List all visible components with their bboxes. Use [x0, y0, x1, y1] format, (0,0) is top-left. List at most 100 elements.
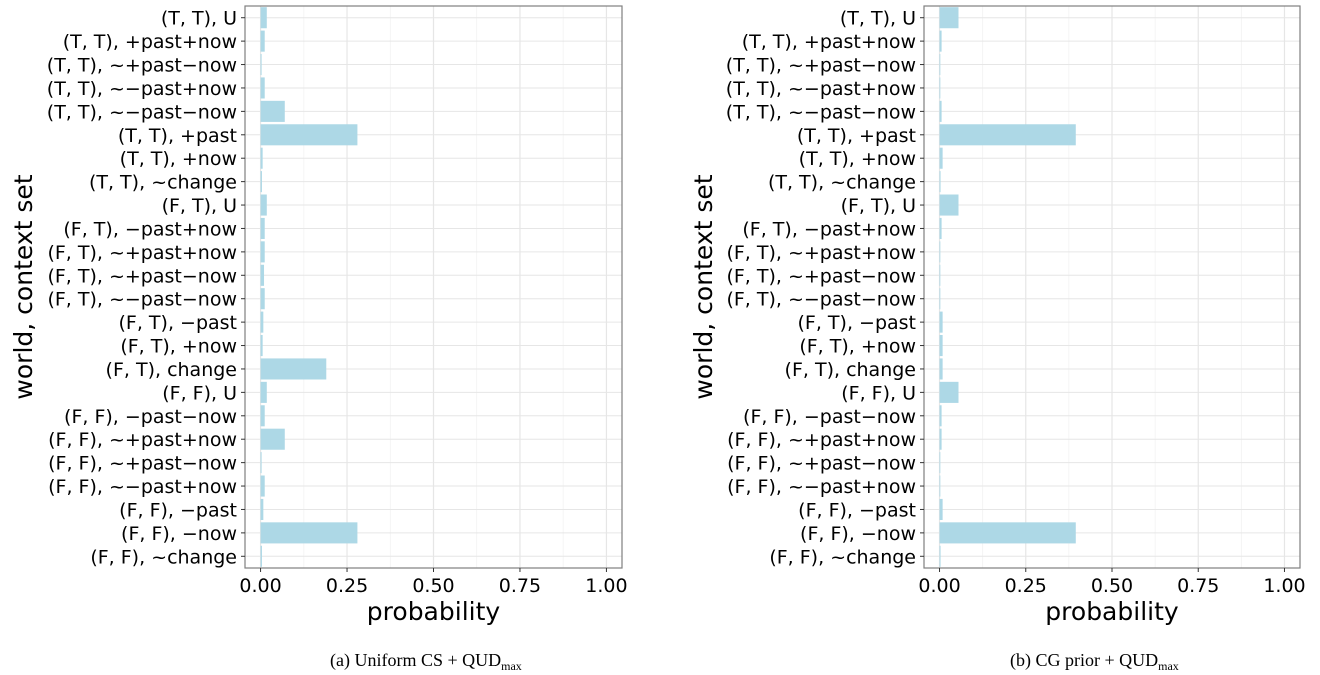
- bar: [939, 405, 942, 427]
- caption-a-text: (a) Uniform CS + QUD: [330, 650, 501, 671]
- category-label: (T, T), +past+now: [63, 31, 237, 53]
- bar: [260, 498, 264, 520]
- category-label: (T, T), ~−past−now: [47, 101, 237, 123]
- category-label: (F, T), ~−past−now: [47, 289, 237, 311]
- category-label: (F, T), ~+past−now: [726, 265, 916, 287]
- caption-b: (b) CG prior + QUDmax: [1010, 650, 1179, 673]
- category-label: (F, F), −past−now: [64, 406, 237, 428]
- bar: [260, 311, 264, 333]
- bar: [939, 241, 941, 263]
- bar: [939, 30, 942, 52]
- bar: [939, 77, 941, 99]
- bar: [939, 288, 941, 310]
- bar: [260, 241, 265, 263]
- caption-b-subscript: max: [1158, 659, 1179, 673]
- bar: [939, 428, 942, 450]
- bar: [939, 147, 943, 169]
- chart-panel-a: (T, T), U(T, T), +past+now(T, T), ~+past…: [9, 5, 628, 673]
- caption-a: (a) Uniform CS + QUDmax: [330, 650, 522, 673]
- category-label: (T, T), +now: [799, 148, 916, 170]
- category-label: (F, F), −past: [798, 499, 916, 521]
- category-label: (F, F), ~+past+now: [727, 429, 916, 451]
- category-label: (F, T), U: [162, 195, 237, 217]
- bar: [939, 475, 941, 497]
- category-label: (F, F), −past−now: [743, 406, 916, 428]
- bar: [939, 381, 959, 403]
- bar: [939, 498, 943, 520]
- bar: [260, 452, 262, 474]
- x-tick-labels-a: 0.00 0.25 0.50 0.75 1.00: [239, 568, 628, 597]
- category-label: (F, T), U: [841, 195, 916, 217]
- category-label: (F, T), ~+past+now: [726, 242, 916, 264]
- y-axis-title-a: world, context set: [9, 174, 38, 399]
- bar: [260, 288, 265, 310]
- category-label: (F, T), −past+now: [742, 218, 916, 240]
- bar: [939, 217, 942, 239]
- category-label: (T, T), +past: [118, 125, 237, 147]
- category-label: (F, F), −now: [121, 523, 237, 545]
- bar: [260, 147, 263, 169]
- bar: [260, 77, 265, 99]
- bar: [260, 264, 265, 286]
- x-tick-label: 0.00: [239, 575, 281, 597]
- x-tick-label: 1.00: [1263, 575, 1305, 597]
- bar: [260, 100, 285, 122]
- bar: [260, 124, 358, 146]
- x-axis-title-a: probability: [367, 597, 501, 626]
- category-label: (F, F), ~−past+now: [727, 476, 916, 498]
- category-label: (F, T), ~−past−now: [726, 289, 916, 311]
- category-label: (F, F), U: [162, 382, 237, 404]
- caption-a-subscript: max: [501, 659, 522, 673]
- category-label: (F, F), ~+past−now: [727, 453, 916, 475]
- category-label: (T, T), ~−past+now: [47, 78, 237, 100]
- grid-b: [924, 6, 1300, 568]
- bar: [260, 171, 262, 193]
- bar: [939, 171, 941, 193]
- bar: [939, 311, 943, 333]
- category-label: (T, T), ~−past+now: [726, 78, 916, 100]
- category-label: (F, F), ~+past+now: [48, 429, 237, 451]
- category-label: (F, F), ~change: [90, 546, 237, 568]
- bar: [260, 522, 358, 544]
- category-label: (T, T), +past: [797, 125, 916, 147]
- bar: [260, 30, 265, 52]
- category-label: (F, T), −past+now: [63, 218, 237, 240]
- x-axis-title-b: probability: [1045, 597, 1179, 626]
- category-label: (F, T), +now: [799, 336, 916, 358]
- category-label: (F, T), ~+past+now: [47, 242, 237, 264]
- category-label: (T, T), U: [840, 8, 916, 30]
- bar: [260, 194, 267, 216]
- x-tick-label: 0.50: [412, 575, 454, 597]
- bar: [939, 54, 941, 76]
- bar: [939, 545, 941, 567]
- bar: [260, 405, 265, 427]
- category-label: (T, T), +now: [120, 148, 237, 170]
- bar: [260, 335, 263, 357]
- bar: [260, 475, 265, 497]
- category-label: (F, F), ~+past−now: [48, 453, 237, 475]
- category-label: (T, T), U: [161, 8, 237, 30]
- bar: [939, 358, 943, 380]
- category-label: (T, T), +past+now: [742, 31, 916, 53]
- bar: [260, 358, 327, 380]
- x-tick-label: 0.00: [918, 575, 960, 597]
- bar: [939, 100, 942, 122]
- bar: [260, 54, 262, 76]
- category-label: (T, T), ~+past−now: [726, 55, 916, 77]
- x-tick-labels-b: 0.00 0.25 0.50 0.75 1.00: [918, 568, 1306, 597]
- category-label: (F, T), change: [106, 359, 237, 381]
- category-label: (T, T), ~change: [89, 172, 237, 194]
- x-tick-label: 0.75: [499, 575, 541, 597]
- x-tick-label: 0.75: [1177, 575, 1219, 597]
- bar: [939, 452, 941, 474]
- category-label: (F, F), −past: [119, 499, 237, 521]
- category-label: (T, T), ~−past−now: [726, 101, 916, 123]
- category-label: (F, F), ~change: [769, 546, 916, 568]
- caption-b-text: (b) CG prior + QUD: [1010, 650, 1158, 671]
- bar: [939, 124, 1076, 146]
- bar: [939, 522, 1076, 544]
- bar: [939, 7, 959, 29]
- category-label: (T, T), ~change: [768, 172, 916, 194]
- bar: [260, 428, 285, 450]
